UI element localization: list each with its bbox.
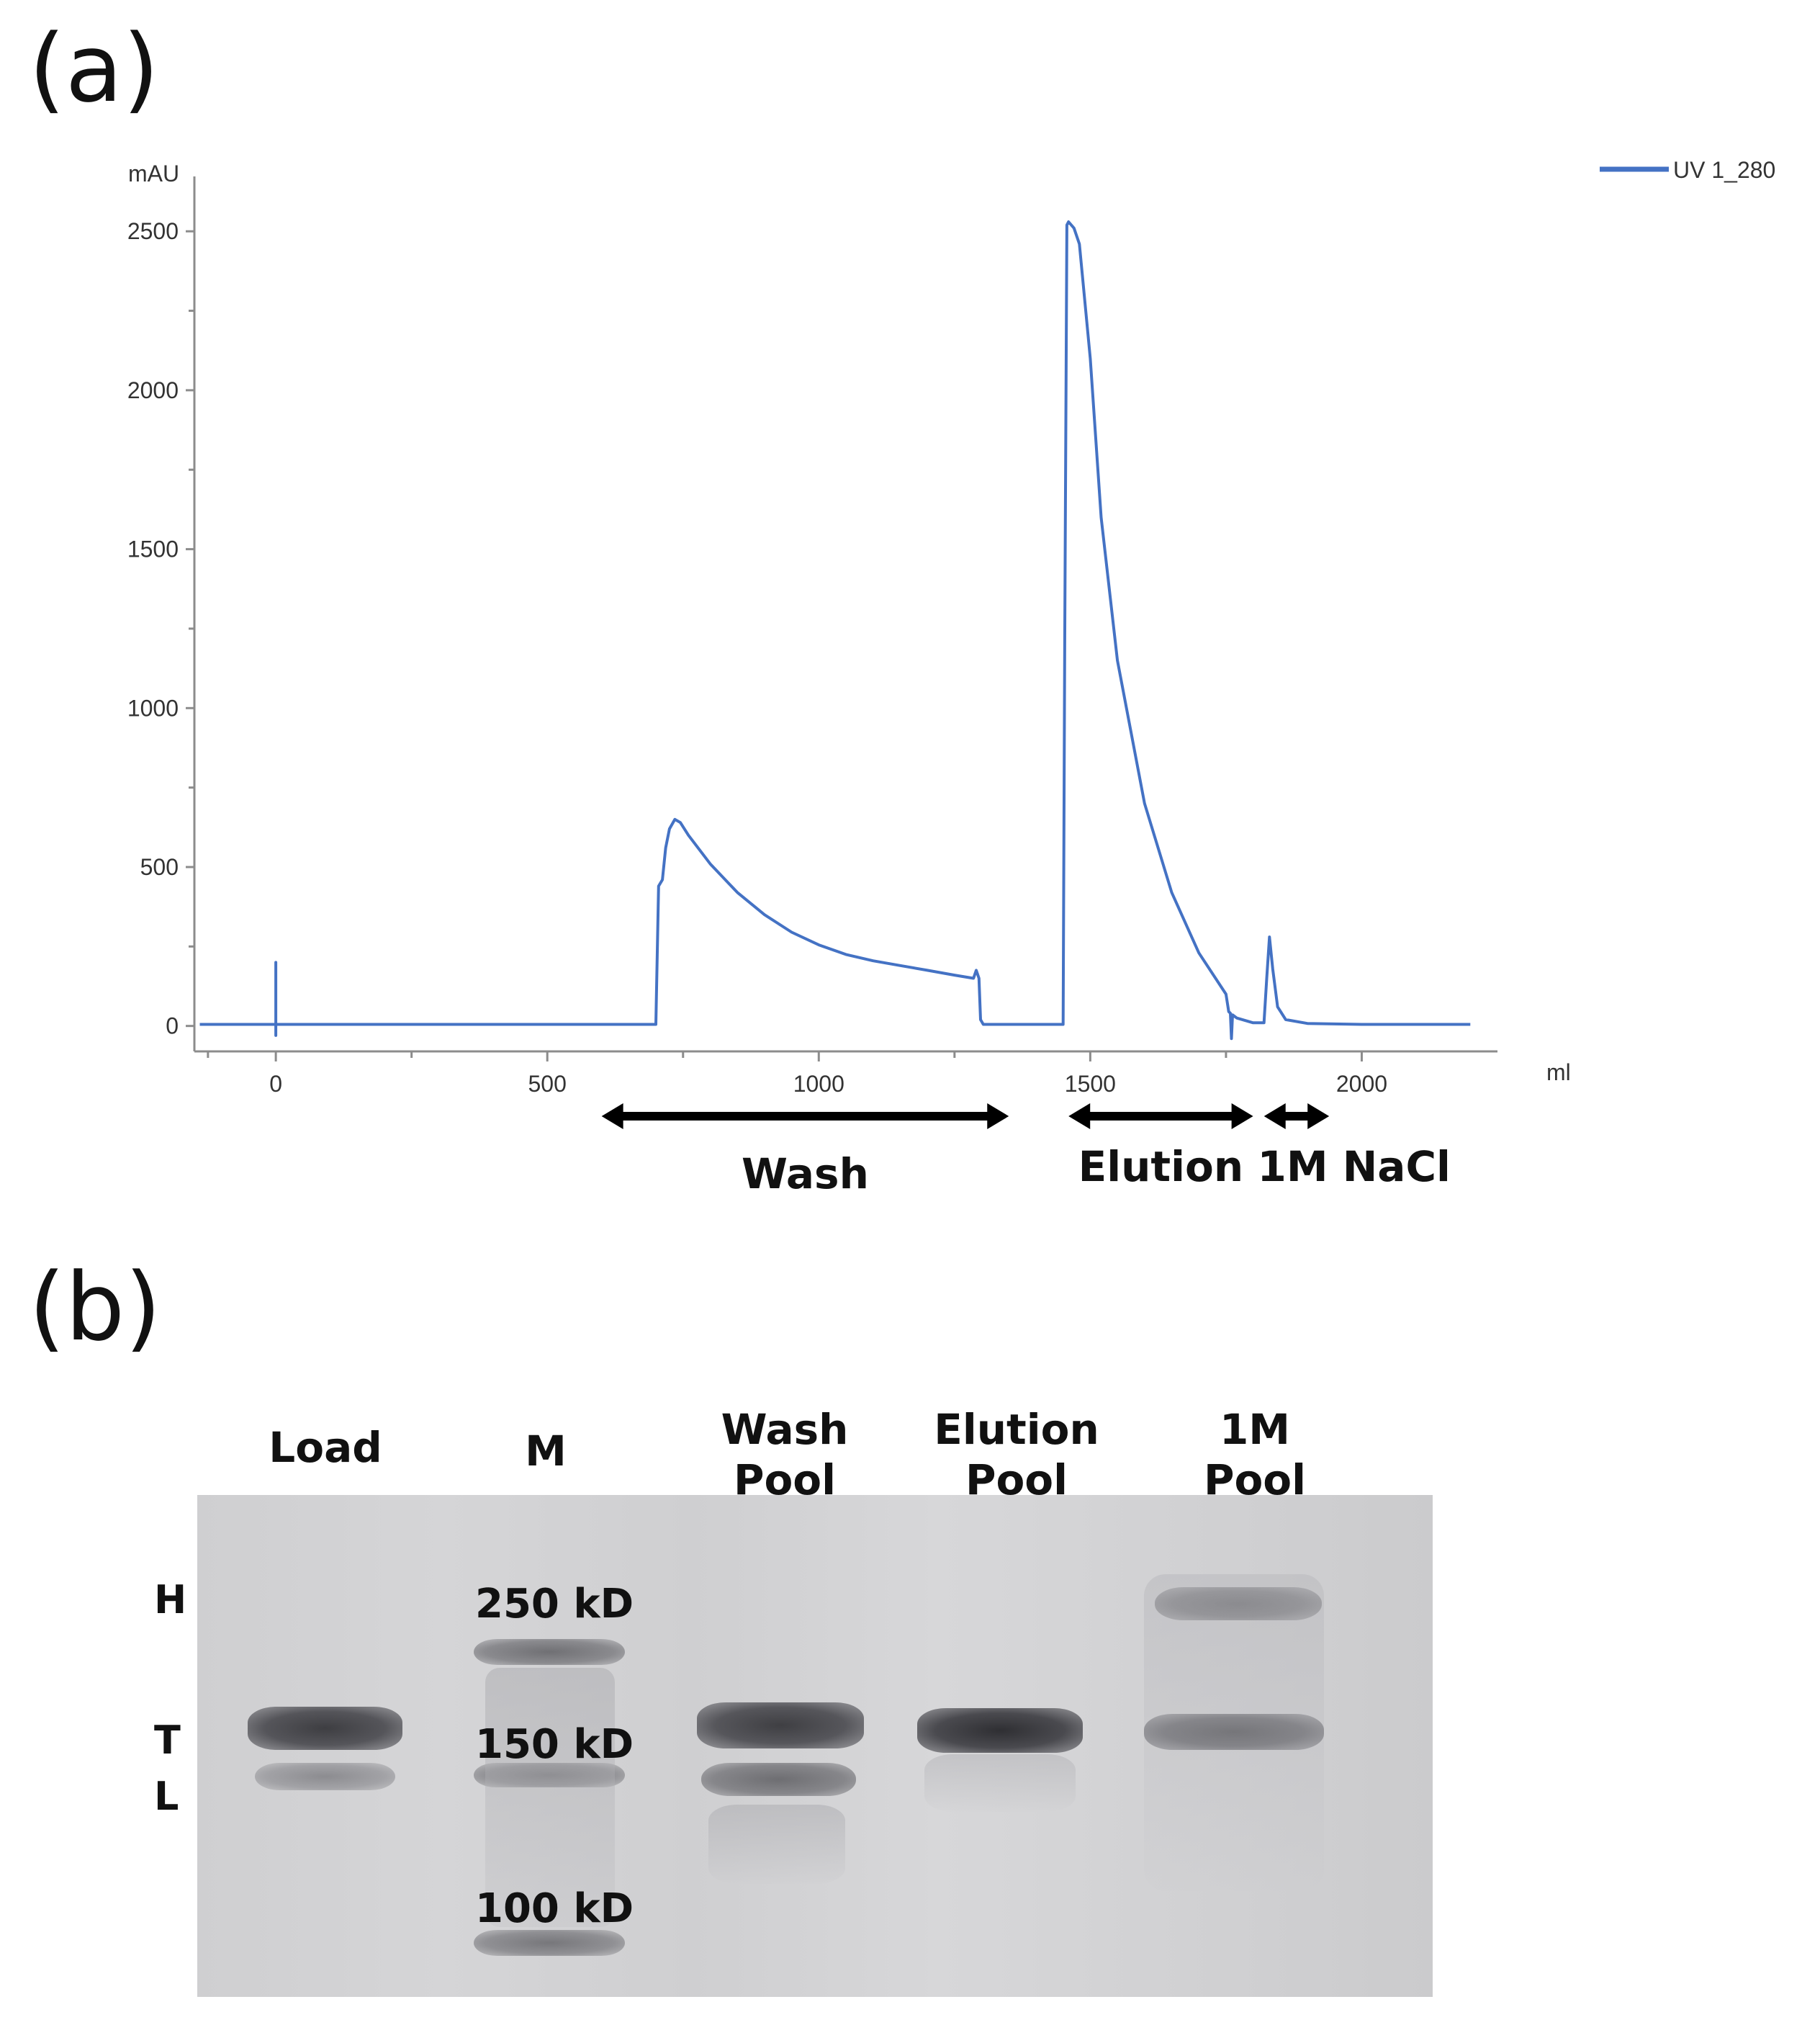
annotation-arrowhead-right [1307,1103,1330,1129]
x-tick-label: 0 [269,1071,282,1097]
lane-title-wash-pool: Wash Pool [677,1404,893,1505]
series-line-uv-1-280 [199,220,1471,1041]
x-tick-label: 1500 [1065,1071,1116,1097]
lane-title-load: Load [217,1422,433,1473]
1m-smear [1144,1574,1324,1891]
y-tick-label: 1000 [127,695,179,721]
y-axis-label: mAU [128,161,179,187]
x-axis-label: ml [1546,1059,1571,1085]
band-label-h: H [154,1577,187,1622]
sds-page-gel [197,1495,1433,1997]
marker-band-100 [474,1930,625,1956]
lane-title-line2: M [525,1427,567,1476]
lane-title-line1: Elution [934,1405,1099,1454]
annotation-label-wash: Wash [742,1149,869,1198]
elution-band-t [917,1708,1083,1753]
lane-title-line1: Wash [721,1405,849,1454]
panel-b-label: (b) [29,1252,161,1362]
x-tick-label: 1000 [793,1071,844,1097]
legend-entry: UV 1_280 [1673,157,1775,183]
wash-smear [708,1805,845,1884]
band-label-l: L [154,1774,179,1819]
marker-smear [485,1668,615,1927]
annotation-arrowhead-right [1231,1103,1253,1129]
annotation-arrowhead-left [1068,1103,1091,1129]
y-tick-label: 1500 [127,536,179,562]
x-tick-label: 500 [528,1071,567,1097]
lane-title-line1: 1M [1219,1405,1291,1454]
band-label-t: T [154,1718,181,1763]
x-tick-label: 2000 [1336,1071,1387,1097]
elution-smear [924,1754,1076,1812]
lane-title-line2: Load [269,1423,382,1472]
y-tick-label: 2500 [127,218,179,244]
wash-band-l [701,1763,856,1796]
marker-band-250 [474,1639,625,1665]
chromatogram-chart: 0 500 1000 1500 2000 2500 0 500 1000 1500 2000 mAU m… [127,157,1776,1198]
marker-label-150: 150 kD [475,1721,634,1768]
annotation-label-1m-nacl: 1M NaCl [1258,1142,1451,1191]
lane-title-1m-pool: 1M Pool [1147,1404,1363,1505]
annotation-label-elution: Elution [1078,1142,1244,1191]
wash-band-t [697,1702,864,1748]
y-tick-label: 500 [140,854,179,880]
marker-label-250: 250 kD [475,1581,634,1627]
annotation-arrowhead-right [987,1103,1009,1129]
lane-title-elution-pool: Elution Pool [909,1404,1125,1505]
y-tick-label: 2000 [127,377,179,403]
lane-title-marker: M [438,1426,654,1476]
load-band-t [248,1707,402,1750]
y-tick-label: 0 [166,1013,179,1039]
panel-a-label: (a) [29,14,160,123]
marker-label-100: 100 kD [475,1885,634,1932]
annotation-arrowhead-left [1263,1103,1286,1129]
annotation-arrowhead-left [601,1103,623,1129]
load-band-l [255,1763,395,1790]
